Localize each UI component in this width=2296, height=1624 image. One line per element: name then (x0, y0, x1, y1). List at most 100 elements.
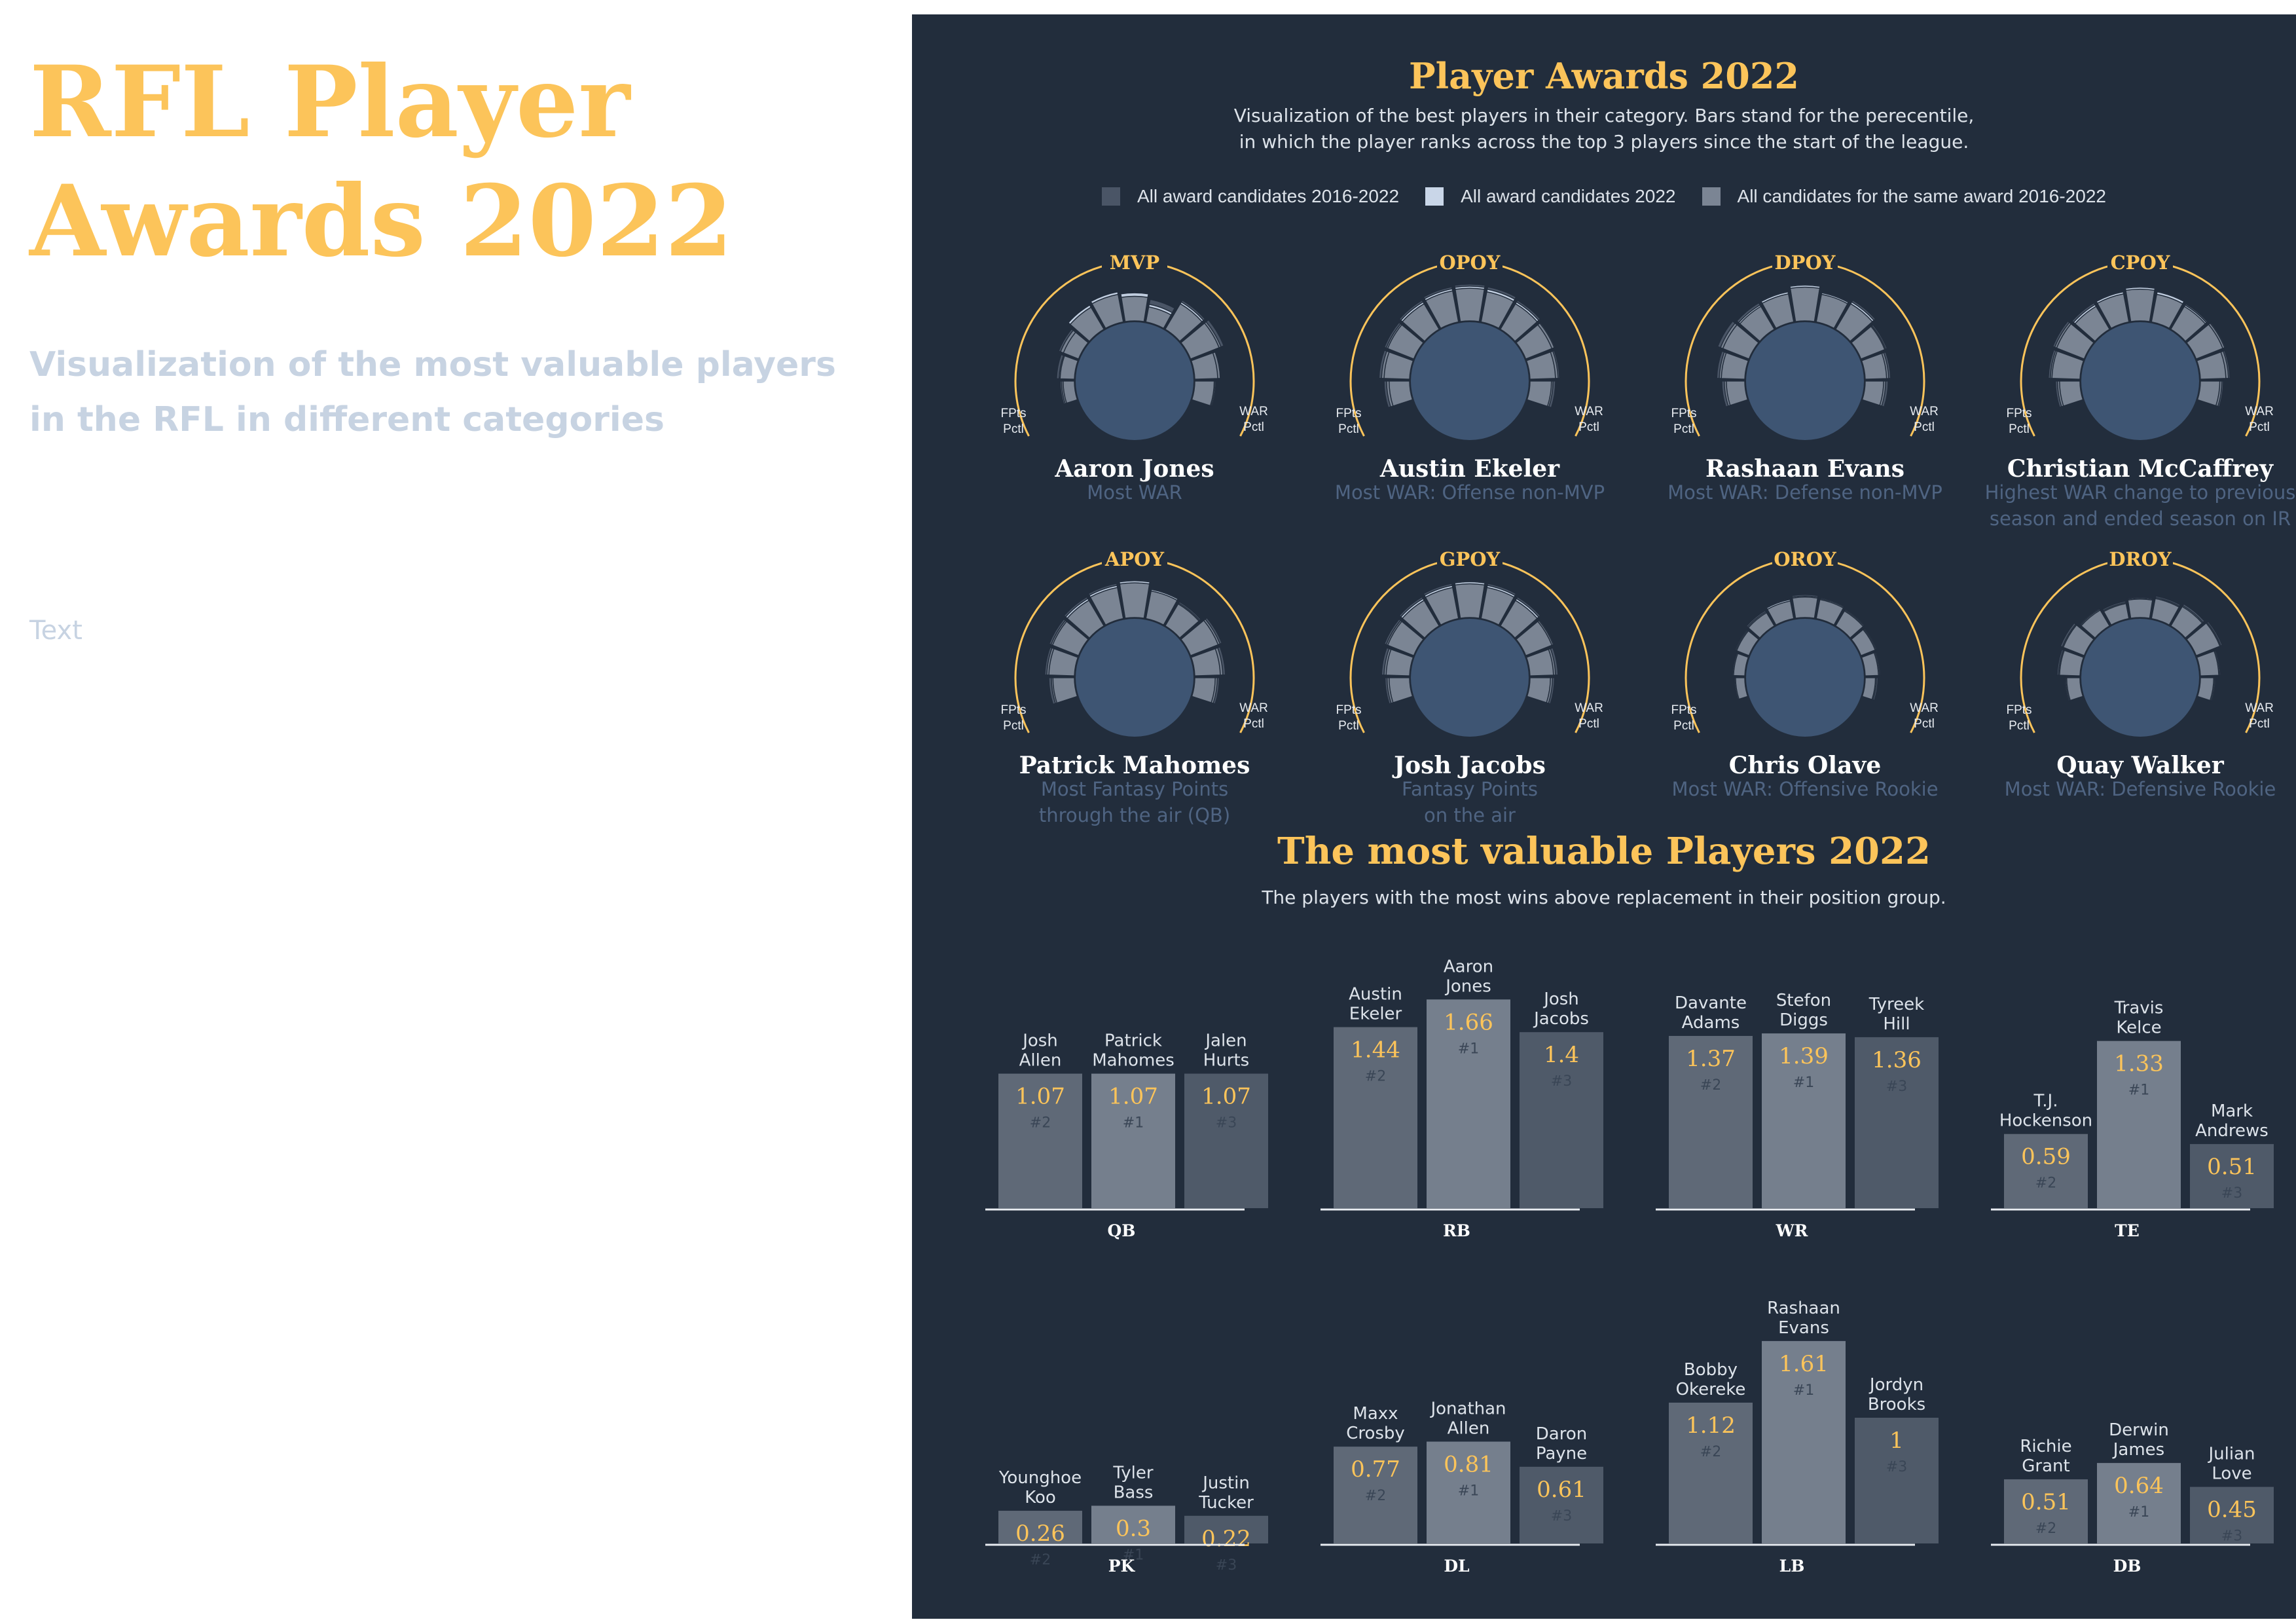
radial-bar-same (1834, 303, 1874, 342)
bar-rank-label: #3 (1886, 1459, 1907, 1475)
award-center-circle (1076, 322, 1194, 440)
radial-bar-same (1515, 620, 1553, 657)
bar-player-last-name: Diggs (1779, 1010, 1828, 1030)
right-axis-label-2: Pctl (1578, 420, 1599, 434)
bar (1855, 1418, 1939, 1543)
bar-rank-label: #2 (1030, 1552, 1051, 1568)
award-chart-dpoy: DPOY FPts Pctl WAR Pctl (1671, 249, 1939, 440)
radial-bar-same (1736, 630, 1760, 657)
award-description: Most WAR: Defense non-MVP (1667, 481, 1942, 504)
bar (2190, 1486, 2274, 1543)
bar-value-label: 0.22 (1201, 1526, 1251, 1552)
radial-bar-same (1052, 677, 1078, 704)
radial-bar-same (2066, 677, 2084, 701)
radial-bar-same (1834, 610, 1864, 639)
bar-rank-label: #1 (2128, 1082, 2149, 1099)
bar-rank-label: #3 (1216, 1115, 1237, 1132)
awards-title: Player Awards 2022 (1409, 55, 1799, 97)
right-axis-label-2: Pctl (1914, 717, 1935, 731)
bar-group-position-label: PK (1108, 1557, 1136, 1576)
award-description: Fantasy Points on the air (1402, 778, 1538, 826)
legend: All award candidates 2016-2022 All award… (912, 186, 2296, 207)
bar-value-label: 1.07 (1015, 1084, 1065, 1110)
bar-value-label: 0.3 (1116, 1515, 1151, 1541)
radial-bar-same (1051, 620, 1089, 657)
radial-bar-same (2196, 380, 2221, 407)
bar-player-first-name: Justin (1201, 1473, 1250, 1493)
bar (998, 1073, 1082, 1208)
radial-bar-same (1425, 587, 1459, 626)
bar-player-last-name: Adams (1682, 1013, 1740, 1033)
radial-bar-same (1048, 648, 1079, 676)
radial-bar-same (1180, 619, 1219, 657)
left-axis-label-1: FPts (1000, 703, 1026, 717)
radial-bar-same (2196, 650, 2219, 676)
radial-bar-same (2151, 293, 2184, 329)
radial-bar-same (2185, 323, 2224, 360)
bar-player-last-name: Love (2212, 1464, 2251, 1484)
bar (1669, 1402, 1753, 1543)
award-chart-oroy: OROY FPts Pctl WAR Pctl (1671, 545, 1939, 737)
award-player-name: Aaron Jones (1055, 455, 1214, 483)
award-chart-gpoy: GPOY FPts Pctl WAR Pctl (1336, 545, 1603, 737)
bar-rank-label: #2 (1030, 1115, 1051, 1132)
bar-rank-label: #3 (1216, 1557, 1237, 1574)
radial-bar-same (2059, 650, 2085, 676)
bar-value-label: 1.39 (1779, 1043, 1829, 1069)
radial-bar-same (1722, 323, 1760, 360)
radial-bar-same (2059, 380, 2084, 407)
radial-bar-same (1861, 677, 1876, 701)
radial-bar-same (1385, 648, 1414, 676)
left-axis-label-2: Pctl (1338, 422, 1359, 436)
bar (1520, 1466, 1603, 1543)
radial-bar-same (1499, 599, 1539, 639)
legend-item-all: All award candidates 2016-2022 (1102, 186, 1399, 207)
award-code-label: APOY (1104, 548, 1165, 570)
bar (998, 1511, 1082, 1543)
award-code-backdrop (1102, 545, 1167, 572)
bar-rank-label: #2 (1365, 1488, 1386, 1504)
radial-bar-same (2096, 293, 2130, 329)
left-axis-label-2: Pctl (1673, 422, 1694, 436)
radial-bar-same (1761, 293, 1795, 329)
radial-bar-same (2196, 677, 2215, 701)
bar-player-last-name: Bass (1114, 1483, 1154, 1502)
left-axis-label-2: Pctl (1003, 422, 1024, 436)
bar-player-first-name: Richie (2020, 1437, 2071, 1456)
bar-player-first-name: Jordyn (1868, 1375, 1923, 1395)
bar-value-label: 1.61 (1779, 1351, 1829, 1377)
bar-rank-label: #1 (2128, 1504, 2149, 1521)
bar-group-position-label: DL (1444, 1557, 1470, 1576)
radial-bar-same (1120, 295, 1149, 323)
bar-value-label: 1.44 (1351, 1037, 1400, 1063)
bar (1427, 1441, 1510, 1543)
radial-bar-same (1401, 303, 1440, 342)
bar-value-label: 1.66 (1444, 1009, 1493, 1035)
radial-bar-same (2170, 305, 2206, 342)
bar-value-label: 0.81 (1444, 1451, 1493, 1477)
radial-bar-same (1815, 293, 1849, 329)
mvp-title: The most valuable Players 2022 (1277, 830, 1931, 873)
award-code-label: OROY (1774, 548, 1836, 570)
radial-bar-same (2151, 598, 2180, 626)
radial-bar-same (1164, 603, 1200, 639)
bar-player-first-name: Jonathan (1429, 1399, 1506, 1418)
bar-rank-label: #3 (2221, 1185, 2242, 1202)
radial-bar-same (2103, 602, 2130, 626)
award-code-label: DPOY (1775, 251, 1836, 274)
mvp-description: The players with the most wins above rep… (1262, 887, 1946, 908)
award-chart-mvp: MVP FPts Pctl WAR Pctl (1000, 249, 1268, 440)
bar-player-first-name: Daron (1536, 1424, 1587, 1444)
radial-bar-same (1515, 323, 1553, 360)
bar-player-first-name: Jalen (1204, 1031, 1247, 1051)
right-axis-label-1: WAR (2245, 701, 2274, 715)
bar-group-position-label: DB (2113, 1557, 2141, 1576)
award-player-name: Patrick Mahomes (1019, 752, 1250, 779)
left-axis-label-2: Pctl (1338, 719, 1359, 733)
bar-value-label: 0.59 (2021, 1144, 2071, 1170)
bar-value-label: 1 (1889, 1428, 1904, 1454)
